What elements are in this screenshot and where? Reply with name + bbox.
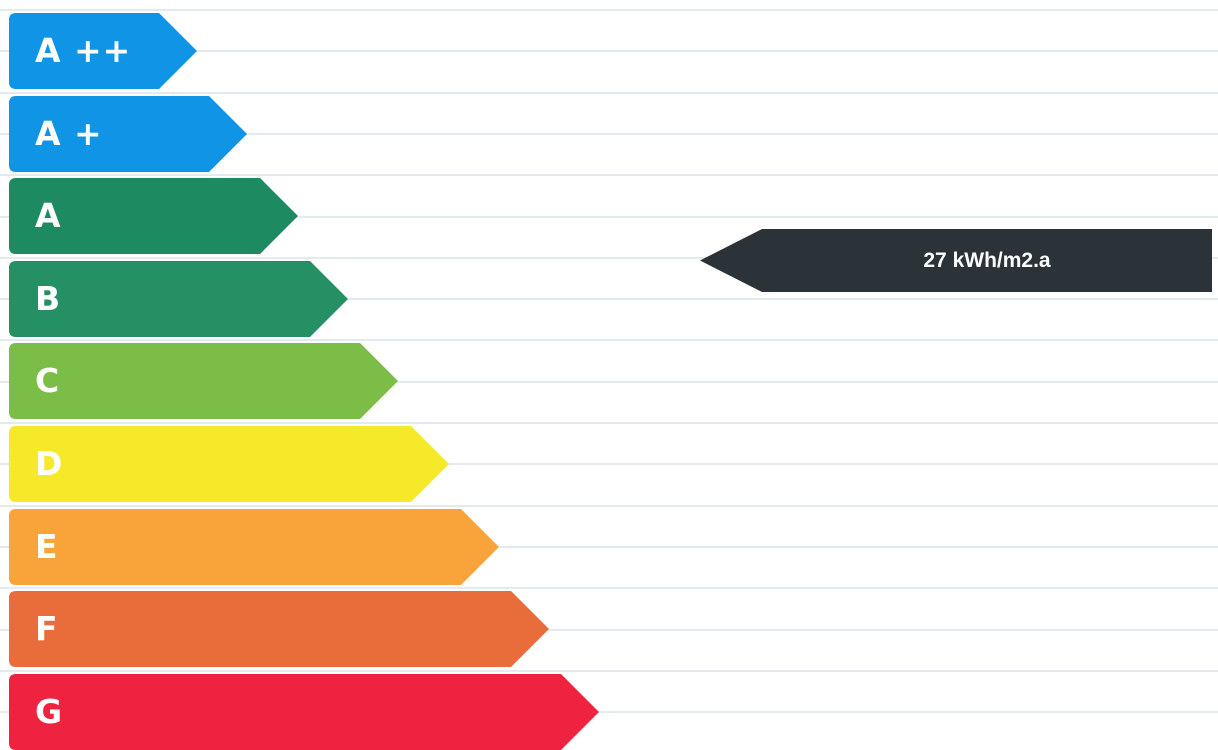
rating-band-label: A ++ bbox=[35, 31, 132, 70]
rating-band-shape bbox=[9, 591, 549, 667]
rating-band-label: E bbox=[35, 527, 59, 566]
rating-band-label: G bbox=[35, 692, 64, 731]
rating-band-label: A bbox=[35, 196, 62, 235]
rating-band-label: F bbox=[35, 609, 59, 648]
rating-band-shape bbox=[9, 178, 298, 254]
rating-band-fill bbox=[9, 178, 298, 254]
rating-band-label: C bbox=[35, 361, 61, 400]
rating-band-2: A + bbox=[9, 96, 247, 172]
rule-line bbox=[0, 174, 1218, 176]
rating-band-fill bbox=[9, 591, 549, 667]
rule-line bbox=[0, 339, 1218, 341]
rating-band-label: A + bbox=[35, 114, 103, 153]
rule-line bbox=[0, 381, 1218, 383]
rule-line bbox=[0, 422, 1218, 424]
rating-band-6: D bbox=[9, 426, 449, 502]
rating-band-shape bbox=[9, 261, 348, 337]
rule-line bbox=[0, 546, 1218, 548]
rule-line bbox=[0, 216, 1218, 218]
energy-value-label: 27 kWh/m2.a bbox=[923, 249, 1051, 272]
rating-band-label: B bbox=[35, 279, 62, 318]
rating-band-shape bbox=[9, 674, 599, 750]
rule-line bbox=[0, 133, 1218, 135]
rule-line bbox=[0, 50, 1218, 52]
rating-band-shape bbox=[9, 96, 247, 172]
rating-band-9: G bbox=[9, 674, 599, 750]
rule-line bbox=[0, 670, 1218, 672]
rating-band-4: B bbox=[9, 261, 348, 337]
rule-line bbox=[0, 463, 1218, 465]
rule-line bbox=[0, 9, 1218, 11]
rating-band-shape bbox=[9, 426, 449, 502]
rule-line bbox=[0, 587, 1218, 589]
rating-band-7: E bbox=[9, 509, 499, 585]
rule-line bbox=[0, 711, 1218, 713]
rating-band-shape bbox=[9, 509, 499, 585]
rating-band-fill bbox=[9, 261, 348, 337]
rating-band-label: D bbox=[35, 444, 64, 483]
rule-line bbox=[0, 298, 1218, 300]
energy-value-indicator: 27 kWh/m2.a bbox=[700, 229, 1212, 292]
rating-band-1: A ++ bbox=[9, 13, 197, 89]
rating-band-fill bbox=[9, 674, 599, 750]
rating-band-fill bbox=[9, 426, 449, 502]
rule-line bbox=[0, 92, 1218, 94]
rule-line bbox=[0, 505, 1218, 507]
indicator-arrow-shape bbox=[700, 229, 1212, 292]
rating-band-8: F bbox=[9, 591, 549, 667]
rating-band-5: C bbox=[9, 343, 398, 419]
rating-band-3: A bbox=[9, 178, 298, 254]
rating-band-shape bbox=[9, 13, 197, 89]
rule-line bbox=[0, 257, 1218, 259]
rating-band-fill bbox=[9, 96, 247, 172]
rating-band-fill bbox=[9, 343, 398, 419]
rating-band-fill bbox=[9, 509, 499, 585]
rule-line bbox=[0, 629, 1218, 631]
rating-band-fill bbox=[9, 13, 197, 89]
rating-band-shape bbox=[9, 343, 398, 419]
